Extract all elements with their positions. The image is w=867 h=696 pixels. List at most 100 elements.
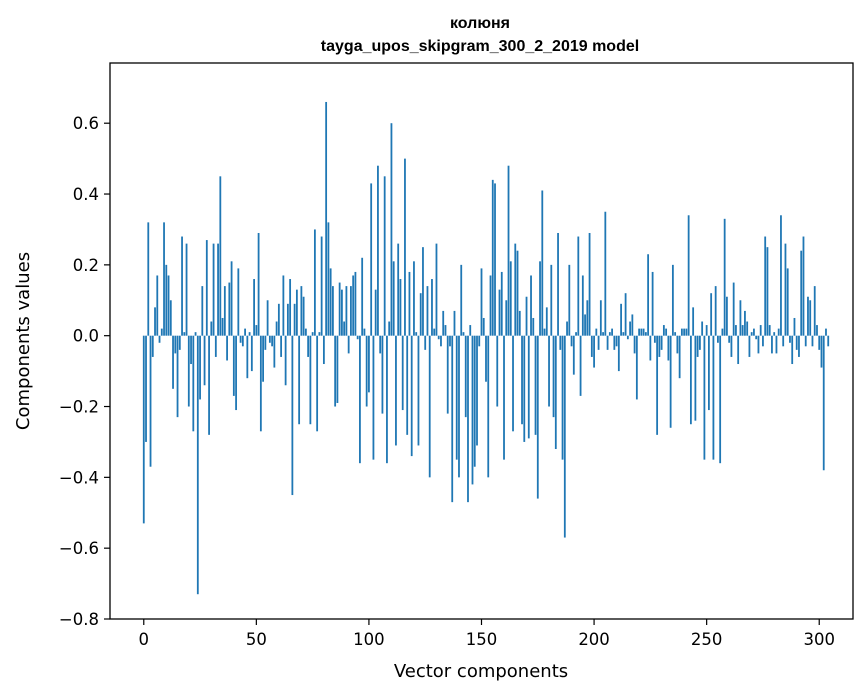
bar [257,232,260,336]
bar [608,332,611,336]
bar [318,332,321,336]
bar [739,300,742,336]
bar [748,335,751,357]
bar [386,335,388,464]
bar [289,279,292,336]
x-tick-label: 150 [466,630,498,649]
bar [719,335,722,464]
bar [653,335,656,343]
bar [350,286,352,336]
bar [246,335,249,379]
bar [793,317,796,336]
bar [516,250,519,336]
bar [498,289,501,336]
bar [658,335,661,357]
bar [744,310,746,336]
bar [489,275,492,336]
bar [237,268,240,336]
bar [259,335,262,432]
bar [194,332,197,336]
bar [617,335,620,372]
bar [662,325,665,336]
bar [548,335,550,407]
bar [329,268,332,336]
y-tick-label: −0.4 [59,468,99,487]
bar [442,310,445,336]
bar [401,335,404,411]
bar [613,335,616,350]
bar [575,332,577,336]
bar [395,335,397,446]
bar [649,335,652,361]
bar [277,303,280,336]
x-tick-label: 0 [139,630,150,649]
bar [320,236,323,336]
bar [440,335,442,347]
bar [782,335,785,347]
bar [359,335,361,464]
bar [300,286,303,336]
bar [759,325,762,336]
bar [676,335,679,354]
bar [253,279,255,336]
bar [714,286,717,336]
bar [789,335,791,343]
x-tick-label: 100 [353,630,385,649]
bar [343,321,346,336]
bar [302,296,305,336]
bar [667,335,670,361]
bar [262,335,264,382]
bar [379,335,382,354]
bar [223,286,226,336]
bar [732,282,735,336]
bar [487,335,490,478]
bar [766,247,769,336]
bar [786,268,789,336]
bar [183,332,186,336]
bar [203,335,206,386]
bars-group [142,101,830,595]
bar [455,335,458,460]
bar [404,158,406,336]
bar [678,335,681,379]
bar [413,261,415,336]
bar [534,335,537,435]
bar [322,335,325,365]
bar [795,335,798,350]
y-tick-label: −0.2 [59,398,99,417]
bar [798,335,800,357]
bar [728,335,731,343]
x-tick-label: 200 [578,630,610,649]
bar [518,310,521,336]
bar [190,335,192,365]
plot-area-frame [109,62,854,620]
bar [500,271,503,336]
bar [811,335,814,347]
bar [568,264,571,336]
y-axis-label: Components values [13,252,34,430]
bar [638,328,641,336]
bar [275,321,278,336]
bar [656,335,659,435]
bar [735,325,737,336]
bar [622,332,625,336]
bar [561,335,564,460]
bar [255,325,258,336]
bar [584,314,586,336]
bar [383,176,386,336]
bar [304,328,307,336]
bar [762,335,764,347]
bar [809,300,812,336]
bar [201,286,204,336]
bar [311,332,314,336]
chart-title-line-1: колюня [450,15,510,32]
bar [710,293,713,336]
bar [374,289,377,336]
bar [532,317,535,336]
bar [777,328,780,336]
bar [768,325,771,336]
bar [408,271,411,336]
bar [406,335,409,435]
bar [503,335,505,460]
bar [687,215,690,336]
